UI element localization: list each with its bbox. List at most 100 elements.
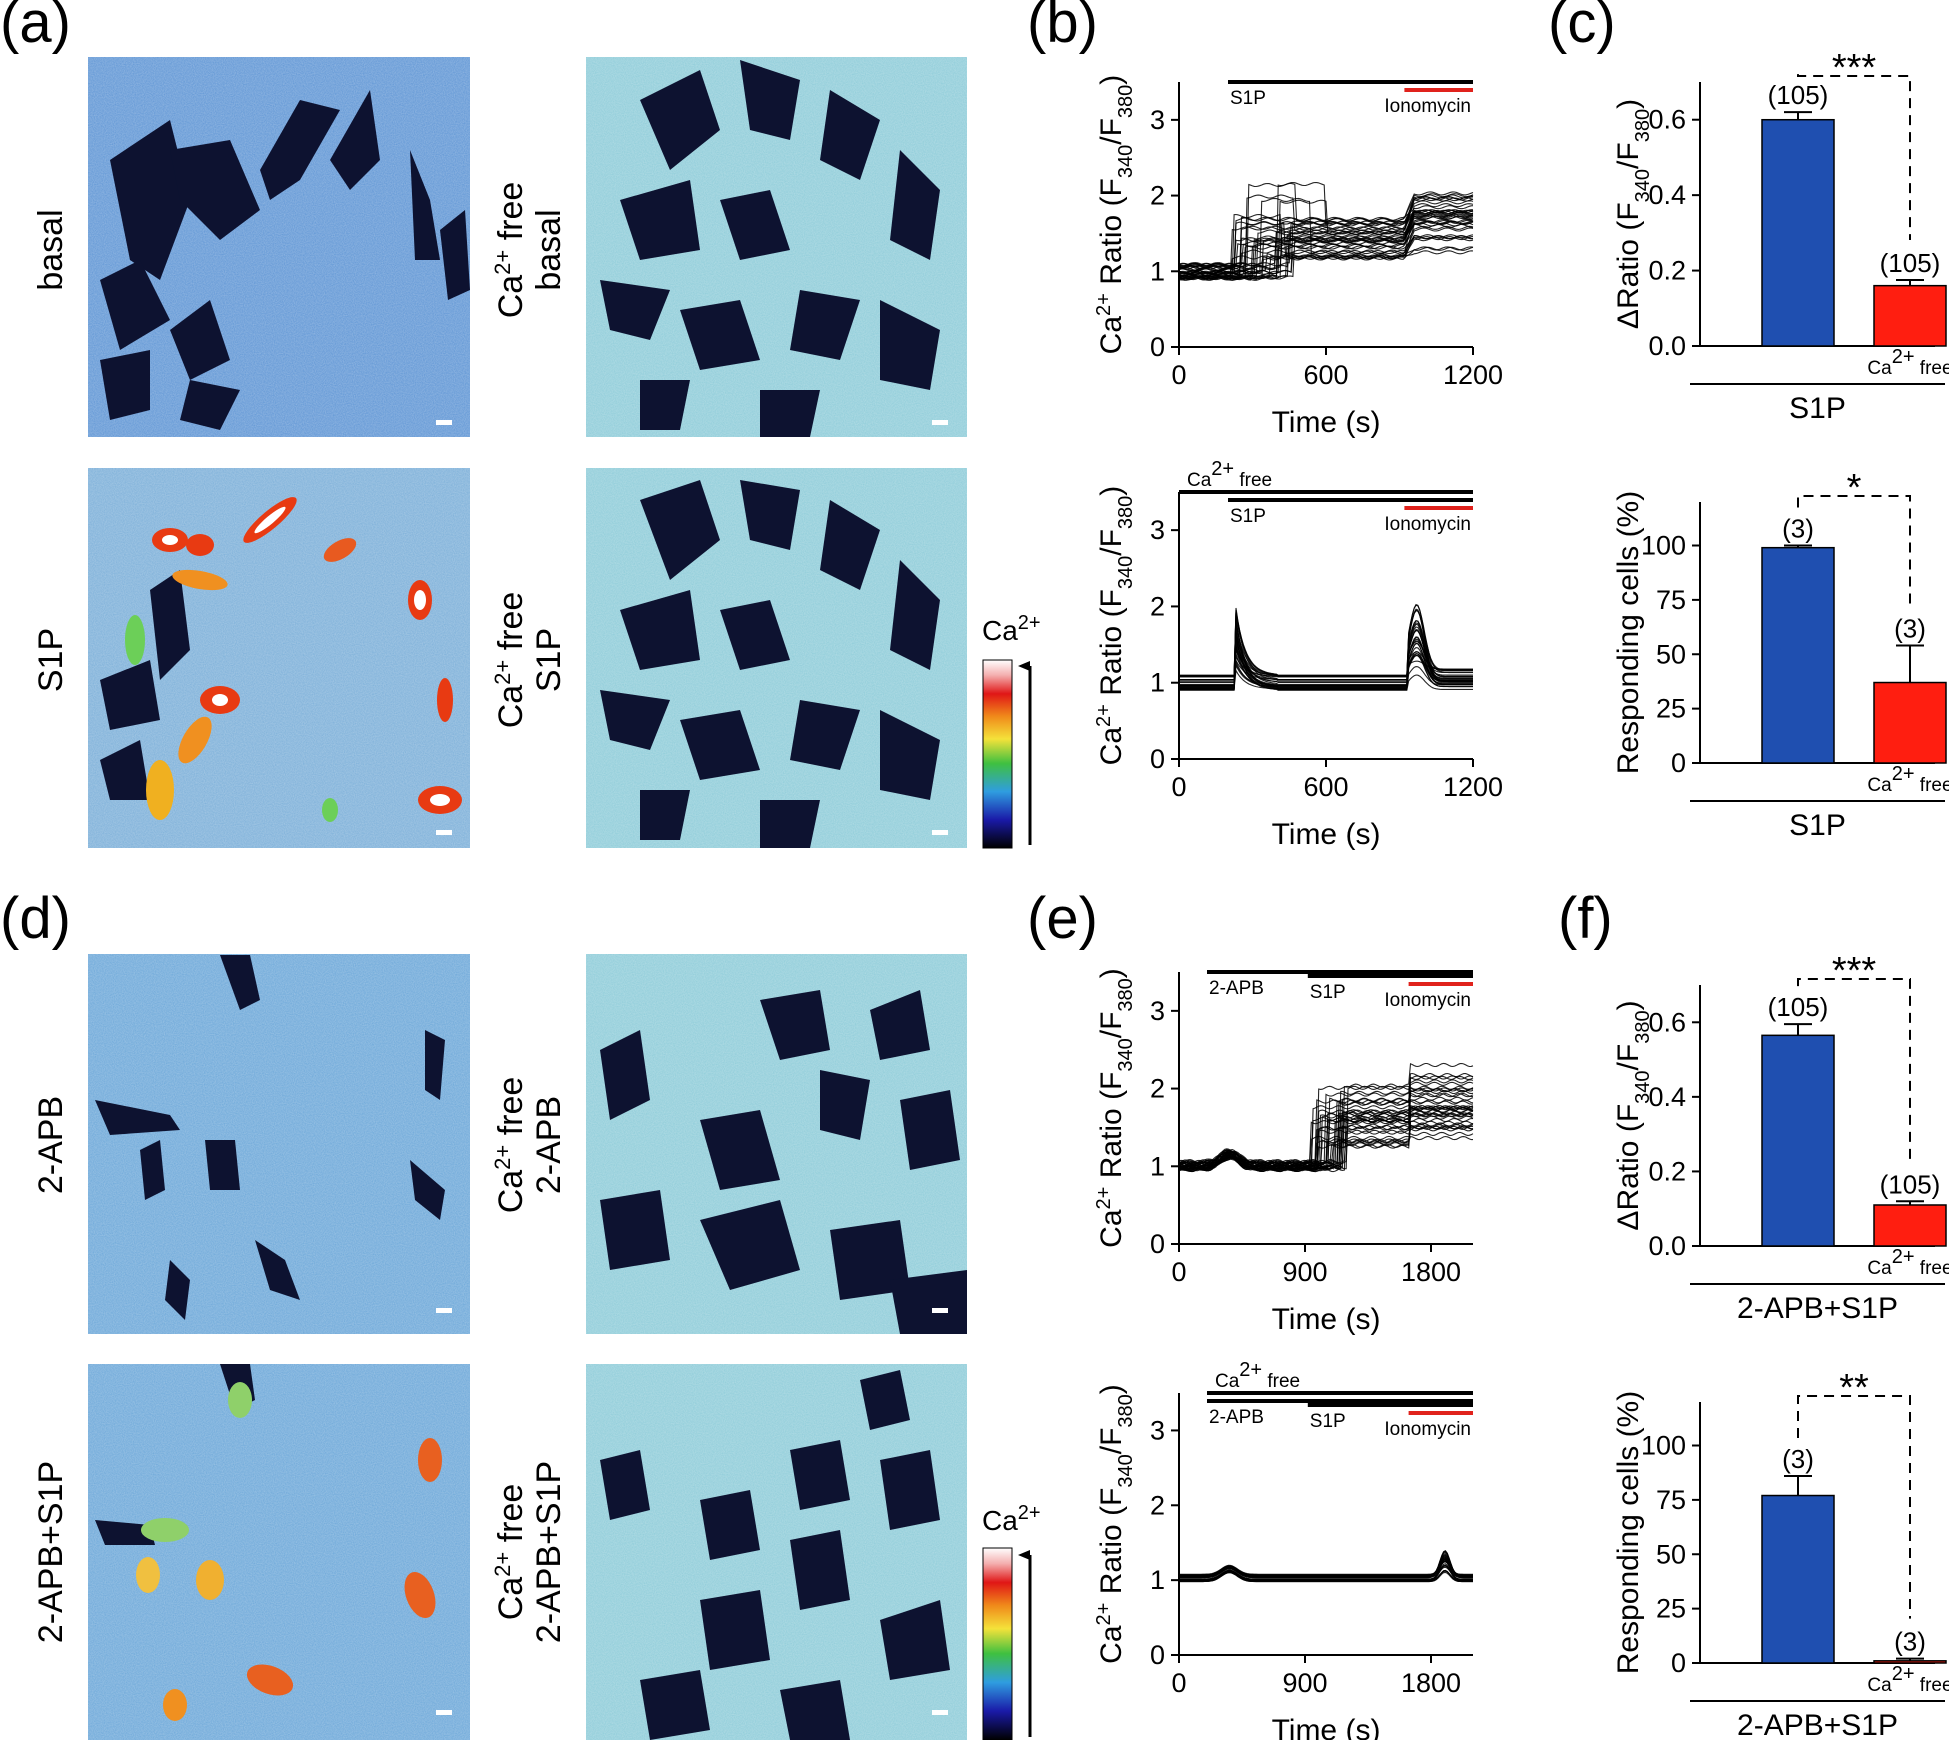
label-ca-free-2apb-s1p: Ca2+ free 2-APB+S1P xyxy=(490,1461,569,1643)
trace-line xyxy=(1179,1555,1473,1579)
y-axis-title: Responding cells (%) xyxy=(1612,491,1645,774)
annotation-label-ca-free: Ca2+ free xyxy=(1187,458,1272,491)
image-ca-free-s1p xyxy=(586,468,967,848)
svg-text:2-APB+S1P: 2-APB+S1P xyxy=(530,1461,568,1643)
trace-line xyxy=(1179,654,1473,686)
significance-stars: ** xyxy=(1839,1367,1869,1409)
y-tick-label: 1 xyxy=(1150,256,1165,286)
trace-line xyxy=(1178,203,1474,270)
panel-label-d: (d) xyxy=(0,886,71,951)
trace-line xyxy=(1179,1569,1473,1583)
y-axis-title: Responding cells (%) xyxy=(1612,1391,1645,1674)
x-tick-label: 0 xyxy=(1171,1257,1186,1287)
trace-line xyxy=(1178,209,1473,269)
image-2apb-s1p xyxy=(88,1364,470,1740)
y-tick-label: 0 xyxy=(1150,744,1165,774)
trace-line xyxy=(1178,1110,1474,1167)
x-axis-title: Time (s) xyxy=(1272,406,1381,439)
y-tick-label: 100 xyxy=(1641,1431,1686,1461)
y-tick-label: 3 xyxy=(1150,996,1165,1026)
y-tick-label: 75 xyxy=(1656,1485,1686,1515)
trace-line xyxy=(1178,220,1474,280)
y-tick-label: 1 xyxy=(1150,1151,1165,1181)
n-label: (3) xyxy=(1782,514,1814,544)
y-tick-label: 0 xyxy=(1150,1640,1165,1670)
x-tick-label: 1800 xyxy=(1401,1257,1461,1287)
svg-text:2-APB: 2-APB xyxy=(530,1096,568,1194)
bar xyxy=(1761,1034,1835,1247)
category-label-ca-free: Ca2+ free xyxy=(1867,1246,1949,1279)
annotation-label-ionomycin: Ionomycin xyxy=(1384,96,1471,117)
annotation-label-ionomycin: Ionomycin xyxy=(1384,514,1471,535)
svg-text:Ca2+ free: Ca2+ free xyxy=(490,182,531,319)
group-label: S1P xyxy=(1789,809,1846,842)
n-label: (105) xyxy=(1880,1169,1941,1199)
svg-text:Ca2+ free: Ca2+ free xyxy=(490,1077,531,1214)
x-tick-label: 0 xyxy=(1171,772,1186,802)
trace-line xyxy=(1178,223,1474,268)
trace-line xyxy=(1178,181,1474,279)
significance-bracket xyxy=(1797,74,1911,240)
label-ca-free-2apb: Ca2+ free 2-APB xyxy=(490,1077,569,1214)
significance-stars: *** xyxy=(1832,950,1877,992)
y-tick-label: 50 xyxy=(1656,1539,1686,1569)
y-axis-title: ΔRatio (F340/F380) xyxy=(1612,99,1654,329)
significance-stars: *** xyxy=(1832,47,1877,89)
trace-line xyxy=(1179,1565,1473,1580)
n-label: (3) xyxy=(1894,614,1926,644)
n-label: (105) xyxy=(1768,80,1829,110)
chart-e-top: 0 1 2 3 0 900 1800 Time (s) Ca2+ Ratio (F340/F38… xyxy=(1093,968,1474,1336)
trace-line xyxy=(1179,608,1473,683)
annotation-label-s1p: S1P xyxy=(1230,506,1266,527)
trace-line xyxy=(1179,637,1473,691)
trace-line xyxy=(1179,1560,1473,1581)
group-label: 2-APB+S1P xyxy=(1737,1292,1898,1325)
annotation-label-s1p: S1P xyxy=(1310,982,1346,1003)
y-tick-label: 0 xyxy=(1150,1229,1165,1259)
y-tick-label: 25 xyxy=(1656,1594,1686,1624)
svg-text:S1P: S1P xyxy=(530,628,568,692)
y-tick-label: 50 xyxy=(1656,639,1686,669)
significance-bracket xyxy=(1797,495,1911,606)
x-tick-label: 1200 xyxy=(1443,772,1503,802)
y-axis-title: Ca2+ Ratio (F340/F380) xyxy=(1093,75,1137,355)
x-tick-label: 0 xyxy=(1171,360,1186,390)
label-basal: basal xyxy=(32,209,70,290)
y-tick-label: 1 xyxy=(1150,1565,1165,1595)
annotation-label-2-apb: 2-APB xyxy=(1209,978,1264,999)
y-tick-label: 0.4 xyxy=(1648,1082,1686,1112)
image-ca-free-2apb-s1p xyxy=(586,1364,967,1740)
y-tick-label: 2 xyxy=(1150,1074,1165,1104)
y-tick-label: 100 xyxy=(1641,531,1686,561)
category-label-ca-free: Ca2+ free xyxy=(1867,763,1949,796)
image-ca-free-2apb xyxy=(586,954,967,1334)
trace-line xyxy=(1179,1554,1473,1577)
y-tick-label: 0.6 xyxy=(1648,105,1686,135)
group-label: S1P xyxy=(1789,392,1846,425)
panel-label-e: (e) xyxy=(1027,886,1098,951)
y-axis-title: Ca2+ Ratio (F340/F380) xyxy=(1093,1384,1137,1664)
annotation-label-s1p: S1P xyxy=(1230,88,1266,109)
svg-text:basal: basal xyxy=(530,209,568,290)
y-tick-label: 75 xyxy=(1656,585,1686,615)
y-axis-title: Ca2+ Ratio (F340/F380) xyxy=(1093,486,1137,766)
y-tick-label: 0 xyxy=(1671,1648,1686,1678)
colorbar-d: Ca2+ xyxy=(982,1502,1041,1740)
annotation-label-ionomycin: Ionomycin xyxy=(1384,990,1471,1011)
trace-line xyxy=(1178,199,1474,275)
chart-b-bottom: 0 1 2 3 0 600 1200 Time (s) Ca2+ Ratio (F340/F38… xyxy=(1093,458,1503,851)
y-tick-label: 0.0 xyxy=(1648,331,1686,361)
y-tick-label: 2 xyxy=(1150,181,1165,211)
chart-b-top: 0 1 2 3 0 600 1200 Time (s) Ca2+ Ratio (F340/F38… xyxy=(1093,75,1503,439)
y-tick-label: 25 xyxy=(1656,694,1686,724)
annotation-label-ca-free: Ca2+ free xyxy=(1215,1359,1300,1392)
trace-line xyxy=(1178,1106,1474,1165)
x-axis-title: Time (s) xyxy=(1272,1303,1381,1336)
y-axis-title: Ca2+ Ratio (F340/F380) xyxy=(1093,968,1137,1248)
image-basal xyxy=(88,57,470,437)
n-label: (3) xyxy=(1894,1627,1926,1657)
significance-bracket xyxy=(1797,1395,1911,1619)
n-label: (105) xyxy=(1768,992,1829,1022)
